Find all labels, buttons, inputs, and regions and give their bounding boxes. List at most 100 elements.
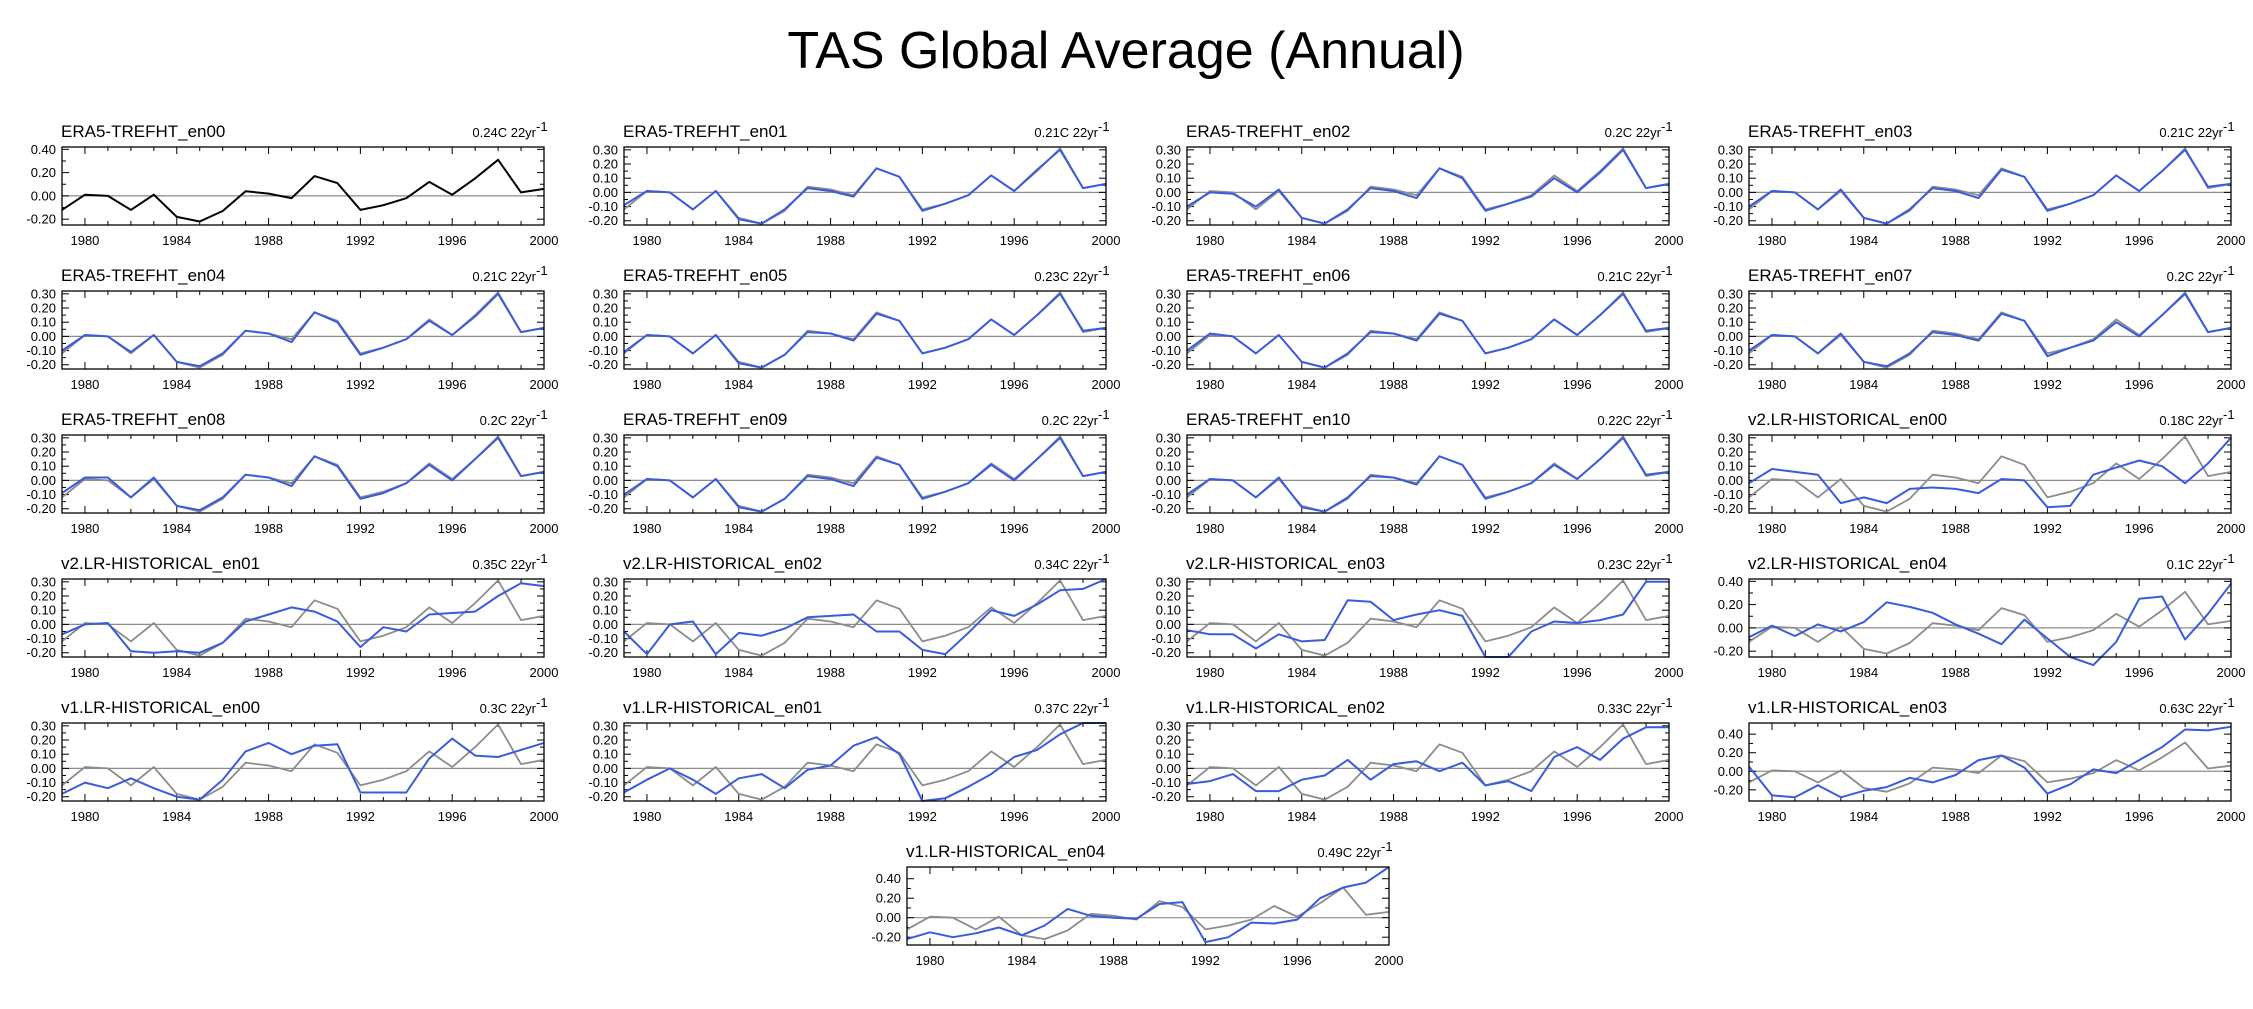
- chart-panel: ERA5-TREFHT_en08 0.2C 22yr -1 0.300.200.100…: [26, 407, 558, 536]
- y-tick-label: 0.10: [1156, 747, 1181, 762]
- plot-frame: [623, 290, 1107, 370]
- x-tick-label: 1988: [816, 521, 845, 536]
- x-tick-label: 1996: [438, 809, 467, 824]
- y-tick-label: -0.20: [1151, 213, 1181, 228]
- x-tick-label: 1996: [1000, 665, 1029, 680]
- x-tick-label: 1988: [254, 665, 283, 680]
- y-tick-label: -0.20: [26, 357, 56, 372]
- panel-title: v1.LR-HISTORICAL_en00: [61, 698, 260, 717]
- x-tick-label: 1984: [1287, 377, 1316, 392]
- series-line-reference: [623, 147, 1107, 225]
- x-tick-label: 1996: [1563, 665, 1592, 680]
- y-tick-label: 0.20: [593, 589, 618, 604]
- x-tick-label: 1980: [70, 233, 99, 248]
- y-tick-label: 0.10: [1156, 603, 1181, 618]
- y-tick-label: -0.20: [871, 930, 901, 945]
- y-tick-label: 0.30: [1156, 142, 1181, 157]
- chart-panel: v1.LR-HISTORICAL_en03 0.63C 22yr -1 0.40 0.2…: [1713, 695, 2245, 824]
- y-tick-label: -0.10: [1151, 631, 1181, 646]
- trend-label: 0.34C 22yr: [1034, 557, 1098, 572]
- x-tick-label: 2000: [2217, 521, 2246, 536]
- y-tick-label: -0.20: [1151, 501, 1181, 516]
- plot-frame: [623, 146, 1107, 226]
- x-tick-label: 1996: [1000, 521, 1029, 536]
- x-tick-label: 1992: [346, 665, 375, 680]
- trend-exponent: -1: [1661, 407, 1673, 422]
- x-tick-label: 1984: [1849, 377, 1878, 392]
- x-tick-label: 1996: [2125, 665, 2154, 680]
- x-tick-label: 1992: [908, 233, 937, 248]
- x-tick-label: 1996: [1563, 233, 1592, 248]
- series-line-model: [1186, 292, 1670, 369]
- plot-frame: [61, 290, 545, 370]
- x-tick-label: 1984: [724, 377, 753, 392]
- y-tick-label: 0.30: [1718, 142, 1743, 157]
- plot-frame: [1186, 578, 1670, 658]
- y-tick-label: -0.10: [26, 631, 56, 646]
- trend-exponent: -1: [2223, 263, 2235, 278]
- series-line-model: [1748, 148, 2232, 225]
- y-tick-label: 0.20: [1718, 157, 1743, 172]
- y-tick-label: -0.20: [588, 213, 618, 228]
- trend-label: 0.21C 22yr: [1597, 269, 1661, 284]
- x-tick-label: 1988: [1099, 953, 1128, 968]
- figure-title: TAS Global Average (Annual): [787, 22, 1464, 80]
- x-tick-label: 1980: [632, 809, 661, 824]
- y-tick-label: 0.30: [593, 718, 618, 733]
- plot-frame: [1186, 290, 1670, 370]
- x-tick-label: 1992: [346, 377, 375, 392]
- x-tick-label: 1992: [346, 233, 375, 248]
- trend-label: 0.35C 22yr: [472, 557, 536, 572]
- y-tick-label: 0.30: [31, 286, 56, 301]
- plot-frame: [623, 578, 1107, 658]
- y-tick-label: 0.10: [1718, 171, 1743, 186]
- panel-title: ERA5-TREFHT_en05: [623, 266, 787, 285]
- x-tick-label: 2000: [1375, 953, 1404, 968]
- y-tick-label: -0.10: [26, 775, 56, 790]
- panel-title: ERA5-TREFHT_en01: [623, 122, 787, 141]
- y-tick-label: 0.10: [31, 603, 56, 618]
- x-tick-label: 1992: [1191, 953, 1220, 968]
- chart-panel: ERA5-TREFHT_en06 0.21C 22yr -1 0.300.200.10…: [1151, 263, 1683, 392]
- chart-panel: ERA5-TREFHT_en00 0.24C 22yr -1 0.40 0.20 0.00…: [26, 119, 558, 248]
- x-tick-label: 1984: [1287, 809, 1316, 824]
- chart-panel: v1.LR-HISTORICAL_en04 0.49C 22yr -1 0.40 0.2…: [871, 839, 1403, 968]
- x-tick-label: 1996: [1000, 809, 1029, 824]
- trend-label: 0.22C 22yr: [1597, 413, 1661, 428]
- y-tick-label: 0.30: [593, 430, 618, 445]
- plot-frame: [1186, 434, 1670, 514]
- y-tick-label: -0.20: [588, 501, 618, 516]
- panel-title: v2.LR-HISTORICAL_en03: [1186, 554, 1385, 573]
- chart-panel: v2.LR-HISTORICAL_en01 0.35C 22yr -1 0.300.2…: [26, 551, 558, 680]
- panel-title: ERA5-TREFHT_en06: [1186, 266, 1350, 285]
- y-tick-label: -0.20: [1151, 645, 1181, 660]
- x-tick-label: 1988: [254, 233, 283, 248]
- y-tick-label: -0.20: [1151, 789, 1181, 804]
- x-tick-label: 1980: [1757, 377, 1786, 392]
- series-line-reference: [1186, 147, 1670, 225]
- chart-panel: ERA5-TREFHT_en02 0.2C 22yr -1 0.300.200.100…: [1151, 119, 1683, 248]
- y-tick-label: 0.00: [31, 761, 56, 776]
- trend-label: 0.23C 22yr: [1034, 269, 1098, 284]
- y-tick-label: -0.10: [26, 487, 56, 502]
- y-tick-label: -0.20: [1713, 213, 1743, 228]
- y-tick-label: -0.20: [1713, 501, 1743, 516]
- x-tick-label: 1988: [254, 809, 283, 824]
- x-tick-label: 1996: [438, 665, 467, 680]
- x-tick-label: 1988: [254, 377, 283, 392]
- y-tick-label: 0.20: [593, 157, 618, 172]
- x-tick-label: 1988: [1379, 809, 1408, 824]
- panel-title: ERA5-TREFHT_en09: [623, 410, 787, 429]
- x-tick-label: 1988: [1941, 665, 1970, 680]
- x-tick-label: 1996: [1000, 233, 1029, 248]
- y-tick-label: -0.10: [588, 343, 618, 358]
- x-tick-label: 1988: [1941, 809, 1970, 824]
- y-tick-label: 0.00: [1718, 185, 1743, 200]
- y-tick-label: 0.30: [1156, 286, 1181, 301]
- panel-title: ERA5-TREFHT_en04: [61, 266, 225, 285]
- y-tick-label: 0.20: [31, 589, 56, 604]
- y-tick-label: 0.20: [1156, 733, 1181, 748]
- y-tick-label: 0.00: [1718, 329, 1743, 344]
- y-tick-label: 0.00: [1718, 473, 1743, 488]
